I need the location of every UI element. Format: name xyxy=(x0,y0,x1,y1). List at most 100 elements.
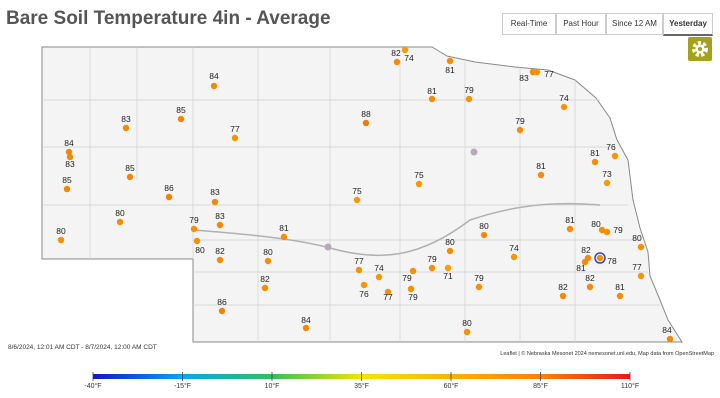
station-marker xyxy=(264,257,272,265)
station-marker xyxy=(463,328,471,336)
legend-label: -15°F xyxy=(174,382,191,390)
station-marker xyxy=(581,258,589,266)
station-marker xyxy=(586,283,594,291)
title: Bare Soil Temperature 4in - Average xyxy=(6,8,331,29)
station-value: 74 xyxy=(374,263,384,273)
station-marker xyxy=(360,281,368,289)
station-value: 75 xyxy=(414,170,424,180)
station-value: 82 xyxy=(581,245,591,255)
station-marker xyxy=(510,253,518,261)
station-value: 84 xyxy=(209,71,219,81)
station-value: 77 xyxy=(230,124,240,134)
station-value: 84 xyxy=(301,315,311,325)
legend-label: 110°F xyxy=(621,382,639,390)
station-value: 80 xyxy=(591,219,601,229)
station-value: 83 xyxy=(215,211,225,221)
station-marker xyxy=(66,153,74,161)
station-marker xyxy=(302,324,310,332)
station-value: 82 xyxy=(585,273,595,283)
gear-icon xyxy=(692,41,708,57)
city xyxy=(324,243,332,251)
station-value: 86 xyxy=(217,297,227,307)
station-value: 79 xyxy=(408,292,418,302)
station-marker xyxy=(415,180,423,188)
station-value: 79 xyxy=(474,273,484,283)
station-marker xyxy=(603,179,611,187)
station-marker xyxy=(480,231,488,239)
county-lines xyxy=(42,47,660,342)
tab[interactable]: Yesterday xyxy=(663,13,713,36)
station-marker xyxy=(216,256,224,264)
station-marker xyxy=(637,272,645,280)
station-value: 82 xyxy=(558,282,568,292)
station-marker xyxy=(63,185,71,193)
station-value: 85 xyxy=(176,105,186,115)
station-value: 79 xyxy=(189,215,199,225)
station-value: 80 xyxy=(632,233,642,243)
station-value: 83 xyxy=(121,114,131,124)
station-marker xyxy=(116,218,124,226)
station-value: 79 xyxy=(464,85,474,95)
station-marker xyxy=(533,68,541,76)
station-marker xyxy=(616,292,624,300)
station-value: 82 xyxy=(215,246,225,256)
attribution[interactable]: Leaflet | © Nebraska Mesonet 2024 nemeso… xyxy=(500,350,714,357)
legend-label: 60°F xyxy=(444,382,459,390)
station-marker xyxy=(126,173,134,181)
legend-bar xyxy=(93,374,630,379)
station-value: 85 xyxy=(125,163,135,173)
legend-label: -40°F xyxy=(84,382,101,390)
station-marker xyxy=(193,237,201,245)
station-value: 83 xyxy=(210,187,220,197)
station-marker xyxy=(603,228,611,236)
station-marker xyxy=(566,225,574,233)
station-value: 80 xyxy=(115,208,125,218)
station-marker xyxy=(598,226,606,234)
station-value: 77 xyxy=(383,292,393,302)
station-marker xyxy=(584,254,592,262)
station-marker xyxy=(537,171,545,179)
station-value: 73 xyxy=(602,169,612,179)
station-value: 85 xyxy=(62,175,72,185)
tab[interactable]: Real-Time xyxy=(502,13,556,35)
station-value: 81 xyxy=(565,215,575,225)
station-value: 78 xyxy=(607,256,617,266)
station-marker xyxy=(210,82,218,90)
legend-label: 85°F xyxy=(533,382,548,390)
legend-label: 10°F xyxy=(265,382,280,390)
station-marker xyxy=(516,126,524,134)
station-marker xyxy=(355,266,363,274)
station-marker xyxy=(611,152,619,160)
station-value: 77 xyxy=(632,262,642,272)
station-marker xyxy=(409,267,417,275)
station-value: 83 xyxy=(65,159,75,169)
station-marker xyxy=(428,264,436,272)
station-value: 77 xyxy=(354,256,364,266)
station-value: 75 xyxy=(352,186,362,196)
station-marker xyxy=(190,225,198,233)
station-value: 83 xyxy=(519,73,529,83)
station-value: 79 xyxy=(427,254,437,264)
station-marker xyxy=(165,193,173,201)
station-marker xyxy=(57,236,65,244)
station-value: 80 xyxy=(462,318,472,328)
station-value: 80 xyxy=(195,245,205,255)
station-value: 81 xyxy=(536,161,546,171)
settings-button[interactable] xyxy=(688,37,712,61)
station-value: 74 xyxy=(559,93,569,103)
station-marker xyxy=(65,148,73,156)
tab[interactable]: Past Hour xyxy=(556,13,606,35)
selected-ring xyxy=(594,252,606,264)
station-value: 82 xyxy=(391,48,401,58)
station-value: 84 xyxy=(64,138,74,148)
station-marker xyxy=(666,335,674,343)
tab[interactable]: Since 12 AM xyxy=(606,13,663,35)
station-marker xyxy=(559,292,567,300)
station-marker xyxy=(560,103,568,111)
station-value: 88 xyxy=(361,109,371,119)
station-value: 74 xyxy=(404,53,414,63)
map-background xyxy=(0,40,686,358)
station-marker xyxy=(465,95,473,103)
station-marker xyxy=(231,134,239,142)
